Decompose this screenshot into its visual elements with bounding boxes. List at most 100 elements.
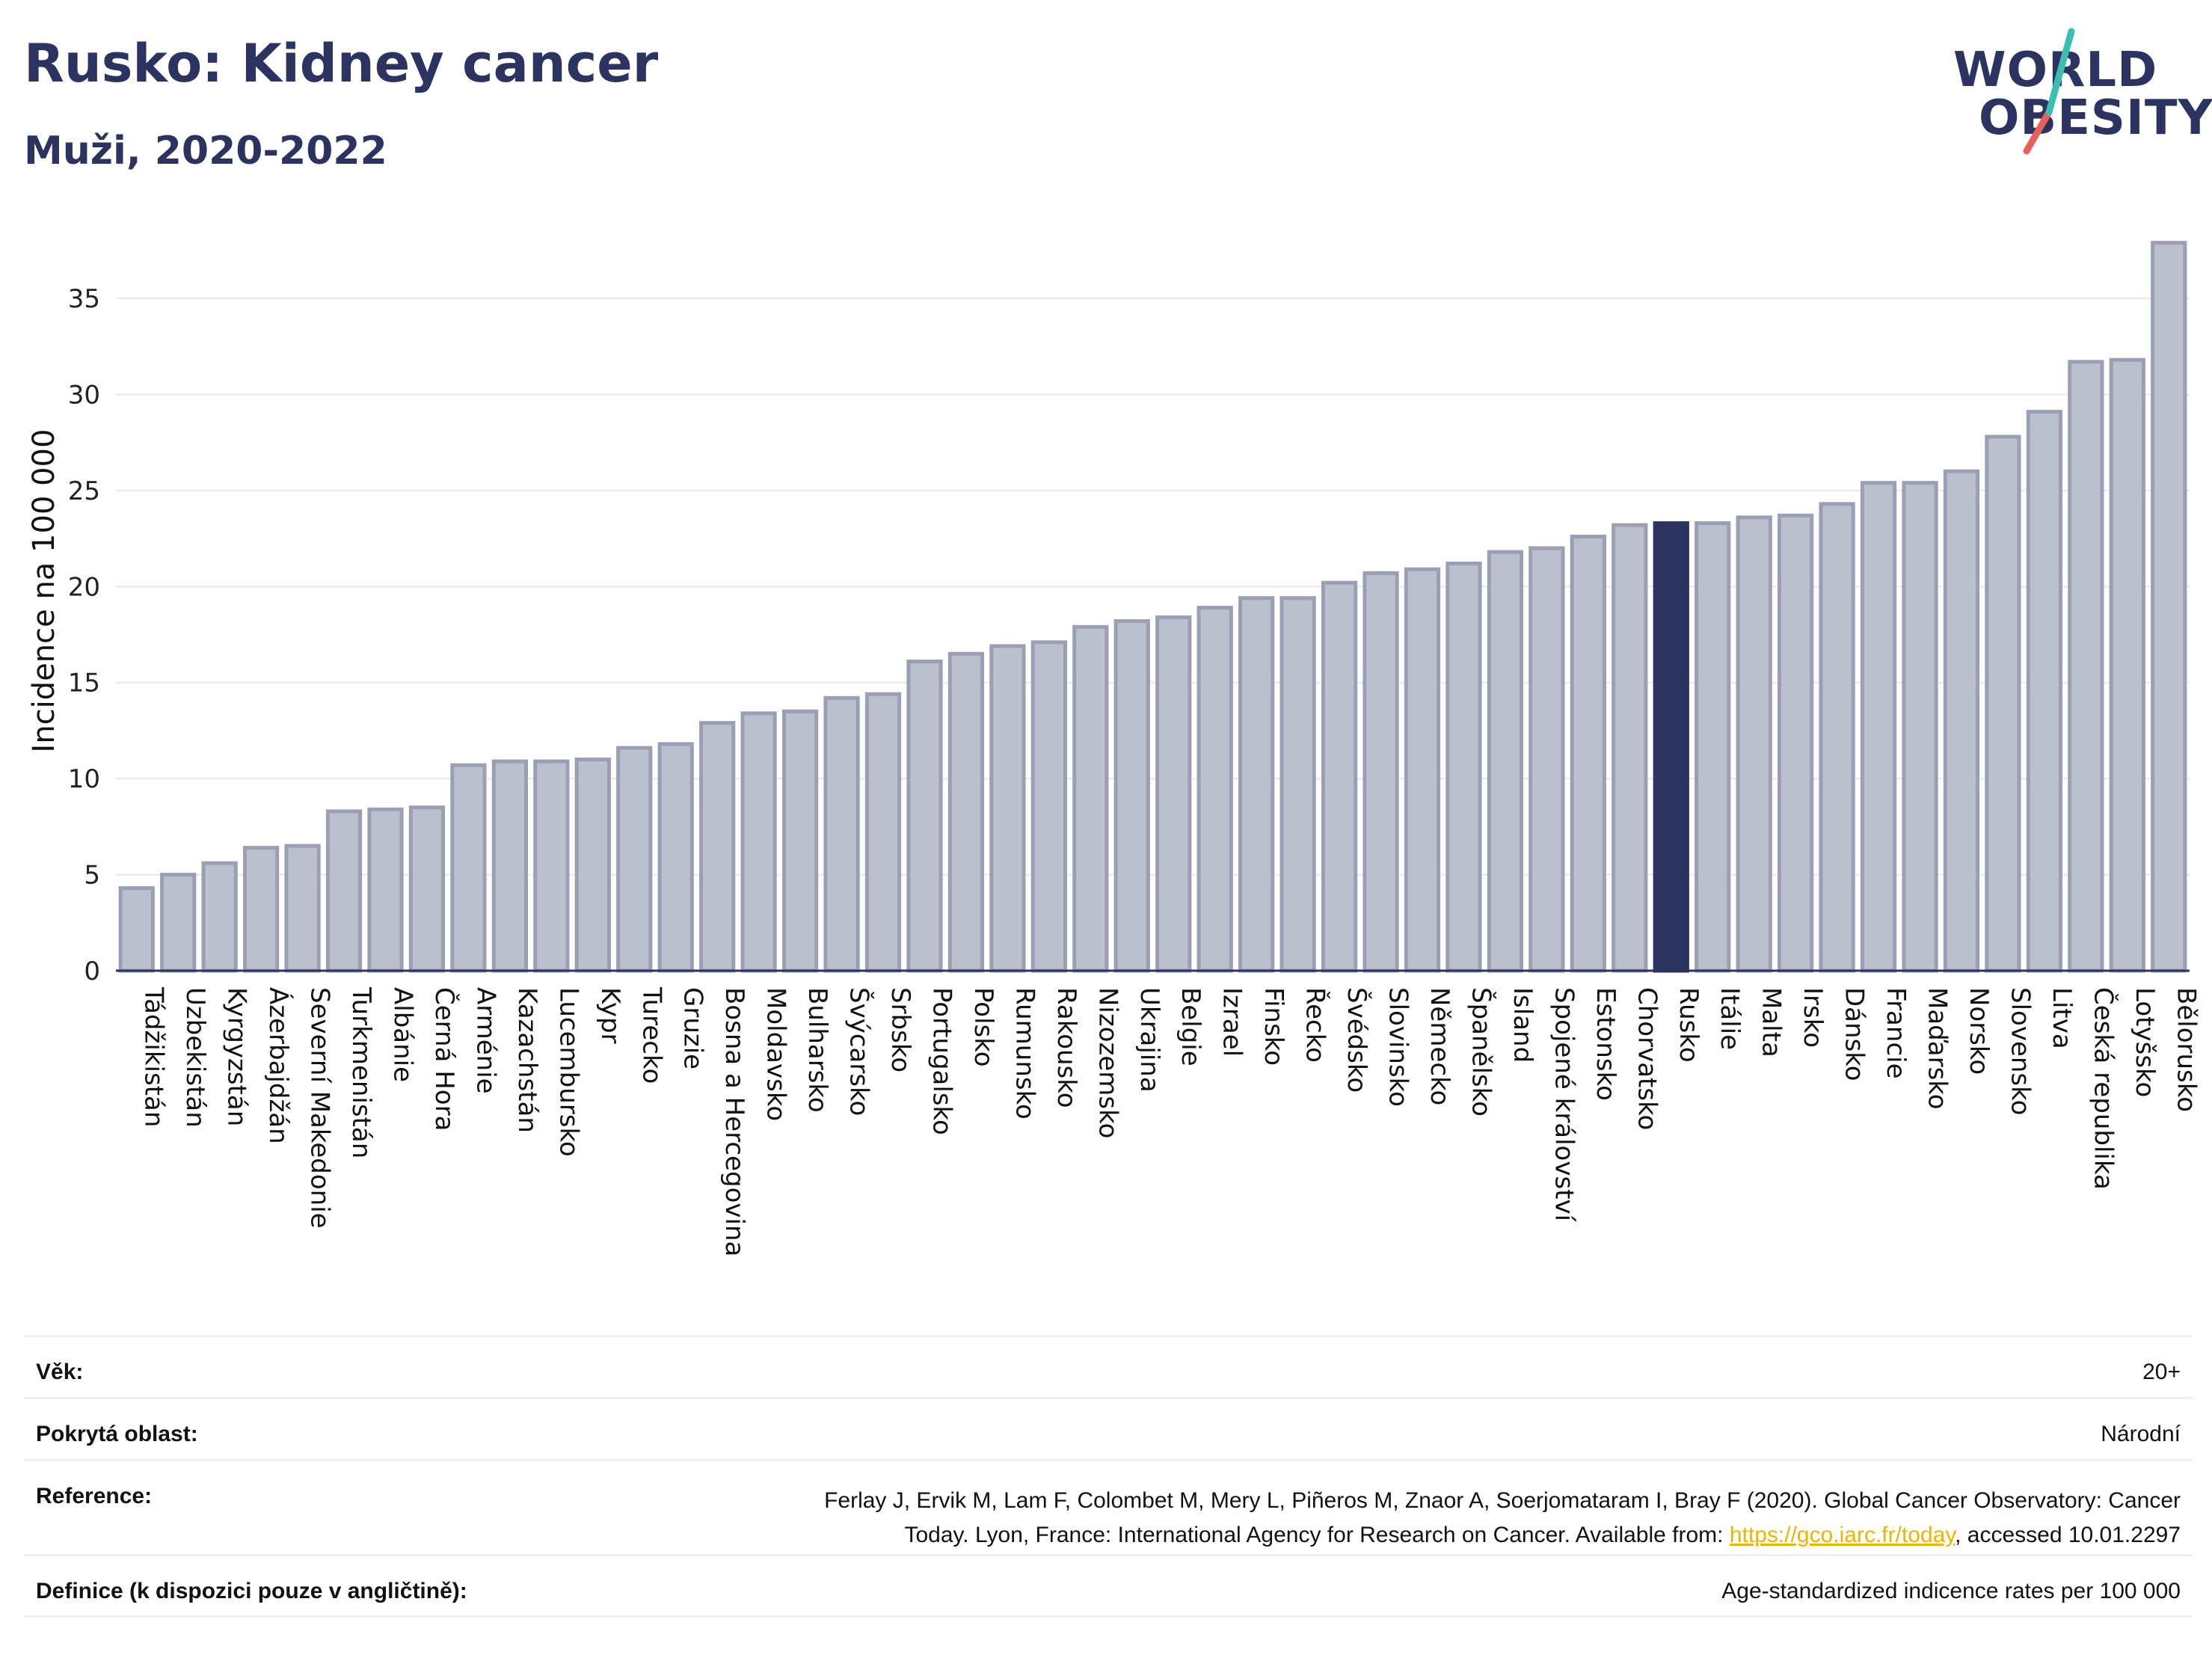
info-row-definition: Definice (k dispozici pouze v angličtině… [24, 1554, 2193, 1616]
bar-francie [1860, 481, 1897, 973]
bar-španělsko [1446, 561, 1482, 973]
x-tick-label: Maďarsko [1923, 987, 1953, 1110]
x-tick-label: Finsko [1259, 987, 1288, 1066]
x-tick-labels: Tádžikistán Uzbekistán Kyrgyzstán Ázerbajdž… [139, 986, 2202, 1256]
y-tick-label: 20 [68, 572, 100, 602]
bar-švýcarsko [823, 696, 860, 973]
x-tick-label: Bulharsko [802, 987, 832, 1113]
chart-subtitle: Muži, 2020-2022 [24, 129, 387, 174]
x-tick-label: Litva [2047, 987, 2077, 1049]
x-tick-label: Uzbekistán [180, 987, 210, 1128]
y-axis-label: Incidence na 100 000 [27, 429, 61, 753]
bar-bulharsko [781, 709, 819, 973]
bar-maďarsko [1902, 481, 1938, 973]
reference-line-1: Ferlay J, Ervik M, Lam F, Colombet M, Me… [824, 1488, 2181, 1513]
x-tick-label: Norsko [1964, 987, 1994, 1075]
reference-link[interactable]: https://gco.iarc.fr/today [1729, 1523, 1956, 1547]
bar-finsko [1238, 596, 1275, 973]
bar-litva [2026, 410, 2063, 973]
x-tick-label: Francie [1881, 987, 1911, 1079]
bar-izrael [1196, 606, 1233, 973]
y-tick-label: 10 [68, 764, 100, 794]
y-tick-labels: 0 5 10 15 20 25 30 35 [68, 284, 100, 986]
x-tick-label: Dánsko [1840, 987, 1870, 1081]
bar-turkmenistán [325, 809, 363, 973]
bar-severní-makedonie [284, 844, 321, 973]
bar-ázerbajdžán [242, 846, 280, 973]
x-tick-label: Itálie [1715, 987, 1745, 1050]
x-tick-label: Černá Hora [429, 987, 460, 1131]
definition-label: Definice (k dispozici pouze v angličtině… [36, 1579, 467, 1603]
bar-turecko [616, 746, 653, 973]
info-row-area: Pokrytá oblast: Národní [24, 1397, 2193, 1459]
bar-belgie [1155, 615, 1192, 973]
x-tick-label: Island [1508, 987, 1537, 1063]
bar-černá-hora [408, 805, 446, 973]
x-tick-label: Estonsko [1591, 987, 1620, 1101]
x-tick-label: Moldavsko [761, 987, 791, 1121]
x-tick-label: Rumunsko [1010, 987, 1039, 1120]
x-tick-label: Španělsko [1466, 987, 1496, 1117]
area-value: Národní [2101, 1422, 2181, 1446]
bar-česká-republika [2068, 360, 2104, 973]
definition-value: Age-standardized indicence rates per 100… [1721, 1579, 2181, 1603]
bar-rusko [1653, 521, 1689, 973]
x-tick-label: Řecko [1300, 987, 1331, 1063]
bar-bosna-a-hercegovina [699, 721, 736, 973]
bar-řecko [1279, 596, 1316, 973]
x-tick-label: Turkmenistán [346, 986, 376, 1158]
bar-itálie [1695, 521, 1731, 973]
bar-bělorusko [2151, 241, 2187, 973]
bar-chorvatsko [1612, 523, 1648, 973]
x-tick-label: Bělorusko [2171, 987, 2201, 1112]
x-tick-label: Severní Makedonie [305, 987, 335, 1229]
bar-slovensko [1985, 435, 2021, 973]
bar-spojené-království [1529, 546, 1565, 973]
reference-label: Reference: [36, 1484, 153, 1508]
reference-value: Ferlay J, Ervik M, Lam F, Colombet M, Me… [824, 1484, 2181, 1553]
x-tick-label: Švýcarsko [844, 987, 875, 1116]
x-tick-label: Kypr [595, 987, 625, 1044]
x-tick-label: Albánie [387, 987, 417, 1082]
x-tick-label: Spojené království [1549, 987, 1579, 1223]
bar-nizozemsko [1072, 624, 1109, 973]
bar-ukrajina [1113, 619, 1150, 973]
x-tick-label: Gruzie [678, 987, 708, 1069]
x-tick-label: Tádžikistán [139, 986, 169, 1127]
x-tick-label: Polsko [968, 987, 998, 1067]
x-tick-label: Lotyšsko [2130, 987, 2160, 1097]
bar-rumunsko [989, 644, 1026, 973]
x-tick-label: Rusko [1674, 987, 1703, 1063]
area-label: Pokrytá oblast: [36, 1422, 198, 1446]
info-bottom-divider [24, 1615, 2193, 1618]
world-obesity-logo: WORLD OBESITY [1952, 22, 2212, 157]
bar-estonsko [1570, 535, 1606, 973]
reference-line-2-pre: Today. Lyon, France: International Agenc… [904, 1523, 1730, 1547]
bar-norsko [1943, 469, 1980, 973]
y-tick-label: 15 [68, 669, 100, 698]
bar-kazachstán [491, 759, 528, 973]
x-tick-label: Rakousko [1051, 987, 1081, 1108]
y-tick-label: 35 [68, 284, 100, 314]
bar-kyrgyzstán [201, 861, 238, 973]
bar-gruzie [657, 742, 694, 973]
x-tick-label: Slovinsko [1383, 987, 1413, 1107]
bar-arménie [450, 763, 487, 973]
x-tick-label: Arménie [470, 987, 500, 1094]
x-tick-label: Malta [1757, 987, 1787, 1057]
x-tick-label: Ázerbajdžán [263, 987, 294, 1144]
logo-slash-icon [2023, 28, 2075, 155]
chart-title: Rusko: Kidney cancer [24, 33, 659, 94]
x-tick-label: Německo [1425, 987, 1454, 1105]
bars [118, 241, 2187, 973]
logo-word-2: OBESITY [1979, 90, 2212, 146]
x-tick-label: Slovensko [2005, 987, 2035, 1115]
x-tick-label: Portugalsko [927, 987, 956, 1135]
x-tick-label: Lucembursko [553, 987, 583, 1157]
bar-lotyšsko [2109, 357, 2145, 973]
x-tick-label: Irsko [1798, 987, 1828, 1048]
x-tick-label: Nizozemsko [1093, 987, 1122, 1138]
x-tick-label: Turecko [636, 986, 666, 1084]
x-tick-label: Chorvatsko [1632, 987, 1662, 1130]
age-value: 20+ [2142, 1360, 2181, 1384]
